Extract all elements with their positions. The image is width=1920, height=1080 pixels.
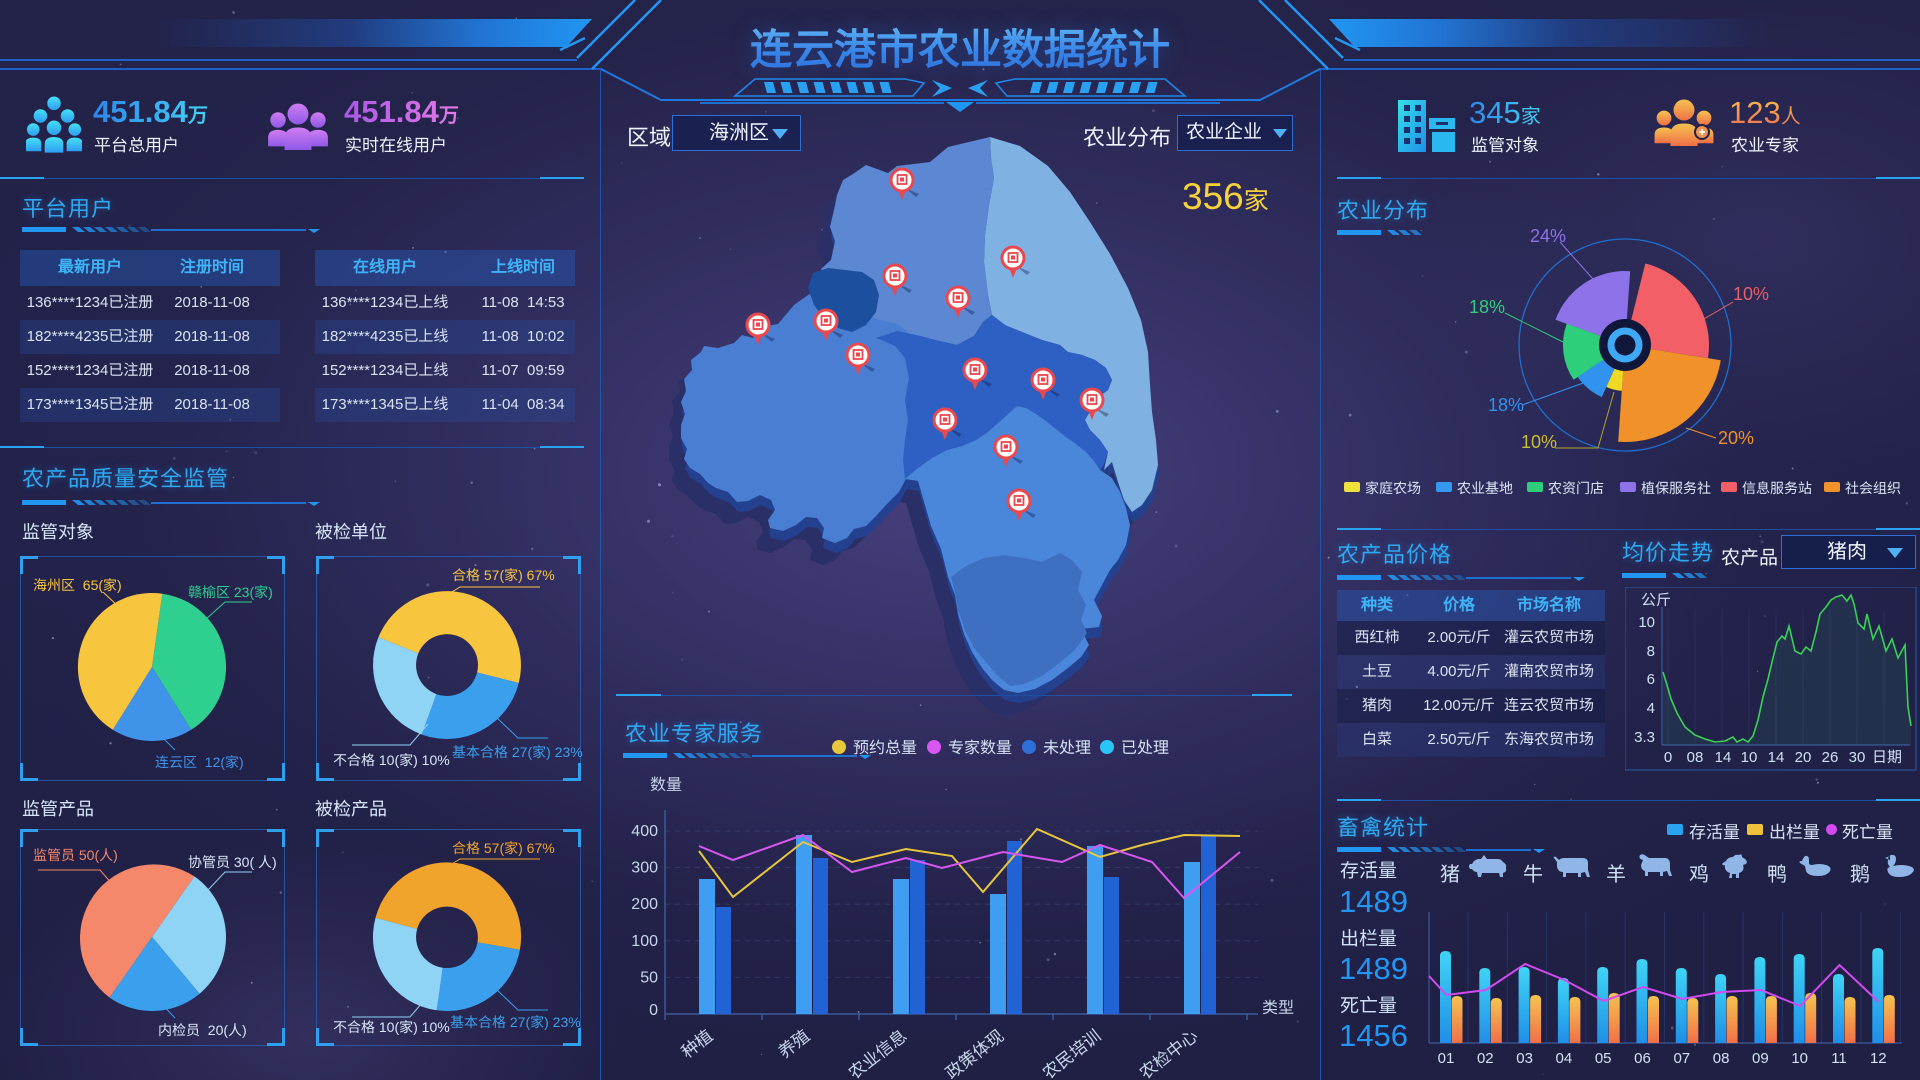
- svg-text:08: 08: [1687, 749, 1704, 766]
- svg-text:14: 14: [1715, 749, 1732, 766]
- svg-text:0: 0: [1664, 749, 1672, 766]
- svg-text:未处理: 未处理: [1043, 739, 1091, 757]
- svg-text:09: 09: [1752, 1050, 1769, 1067]
- svg-text:养殖: 养殖: [775, 1026, 813, 1062]
- svg-text:10: 10: [1741, 749, 1758, 766]
- svg-text:农检中心: 农检中心: [1136, 1026, 1201, 1080]
- svg-text:01: 01: [1438, 1050, 1455, 1067]
- svg-text:10: 10: [1638, 614, 1655, 631]
- svg-text:11: 11: [1831, 1050, 1847, 1067]
- svg-text:日期: 日期: [1872, 749, 1902, 766]
- svg-text:20: 20: [1795, 749, 1812, 766]
- svg-text:政策体现: 政策体现: [942, 1026, 1007, 1080]
- svg-text:专家数量: 专家数量: [948, 739, 1012, 757]
- svg-text:300: 300: [631, 860, 658, 877]
- svg-text:8: 8: [1647, 643, 1655, 660]
- svg-text:100: 100: [631, 933, 658, 950]
- svg-text:数量: 数量: [650, 776, 682, 794]
- svg-text:预约总量: 预约总量: [853, 739, 917, 757]
- svg-text:3.3: 3.3: [1634, 729, 1655, 746]
- svg-text:04: 04: [1556, 1050, 1573, 1067]
- svg-text:07: 07: [1673, 1050, 1690, 1067]
- svg-text:200: 200: [631, 896, 658, 913]
- svg-text:类型: 类型: [1262, 999, 1294, 1017]
- svg-text:400: 400: [631, 823, 658, 840]
- svg-text:14: 14: [1768, 749, 1785, 766]
- svg-text:6: 6: [1647, 671, 1655, 688]
- svg-text:08: 08: [1713, 1050, 1730, 1067]
- svg-text:4: 4: [1647, 700, 1655, 717]
- svg-text:12: 12: [1870, 1050, 1887, 1067]
- svg-text:农业信息: 农业信息: [845, 1026, 910, 1080]
- svg-text:05: 05: [1595, 1050, 1612, 1067]
- svg-text:50: 50: [640, 969, 658, 986]
- svg-text:种植: 种植: [678, 1026, 716, 1062]
- svg-text:02: 02: [1477, 1050, 1494, 1067]
- svg-text:农民培训: 农民培训: [1039, 1026, 1104, 1080]
- svg-text:公斤: 公斤: [1641, 592, 1671, 609]
- svg-text:26: 26: [1822, 749, 1839, 766]
- svg-text:06: 06: [1634, 1050, 1651, 1067]
- svg-text:03: 03: [1516, 1050, 1533, 1067]
- svg-text:10: 10: [1791, 1050, 1808, 1067]
- svg-text:已处理: 已处理: [1121, 739, 1169, 757]
- svg-text:0: 0: [649, 1002, 658, 1019]
- svg-text:30: 30: [1849, 749, 1866, 766]
